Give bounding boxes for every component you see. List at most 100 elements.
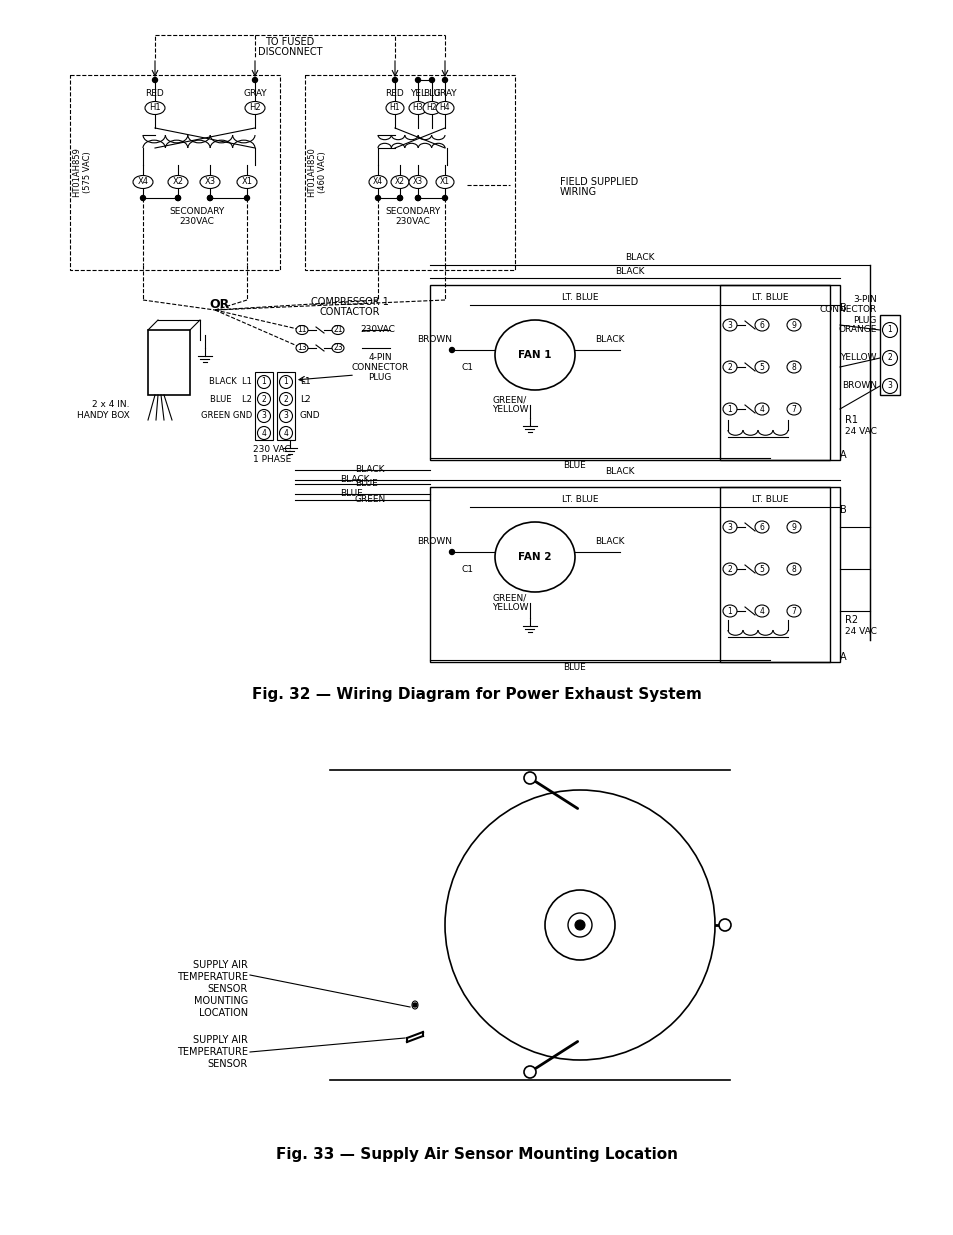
Polygon shape	[460, 930, 546, 966]
Bar	[430, 285, 829, 459]
Text: CONNECTOR: CONNECTOR	[351, 363, 408, 373]
Text: 7: 7	[791, 606, 796, 615]
Text: 11: 11	[297, 326, 307, 335]
Text: A: A	[839, 652, 845, 662]
Text: ORANGE: ORANGE	[838, 326, 876, 335]
Bar	[276, 372, 294, 440]
Text: 4: 4	[261, 429, 266, 437]
Text: 230VAC: 230VAC	[179, 217, 214, 226]
Text: 6: 6	[759, 321, 763, 330]
Text: 3: 3	[261, 411, 266, 420]
Ellipse shape	[754, 319, 768, 331]
Polygon shape	[609, 937, 692, 988]
Text: BLACK: BLACK	[595, 537, 624, 547]
Circle shape	[523, 772, 536, 784]
Bar	[148, 330, 190, 395]
Circle shape	[449, 550, 454, 555]
Ellipse shape	[786, 361, 801, 373]
Ellipse shape	[882, 322, 897, 337]
Ellipse shape	[754, 605, 768, 618]
Polygon shape	[459, 900, 545, 925]
Polygon shape	[601, 947, 671, 1020]
Text: X2: X2	[395, 178, 405, 186]
Circle shape	[416, 78, 420, 83]
Text: GREEN/: GREEN/	[493, 594, 527, 603]
Text: OR: OR	[210, 299, 230, 311]
Text: 3: 3	[727, 522, 732, 531]
Ellipse shape	[754, 521, 768, 534]
Circle shape	[175, 195, 180, 200]
Circle shape	[152, 78, 157, 83]
Text: SECONDARY: SECONDARY	[170, 207, 224, 216]
Ellipse shape	[279, 410, 293, 422]
Ellipse shape	[882, 378, 897, 394]
Bar	[430, 487, 829, 662]
Text: GREEN/: GREEN/	[493, 395, 527, 405]
Text: SECONDARY: SECONDARY	[385, 207, 440, 216]
Text: 1: 1	[727, 606, 732, 615]
Text: BLACK: BLACK	[339, 475, 369, 484]
Circle shape	[429, 78, 434, 83]
Polygon shape	[606, 848, 685, 909]
Text: 5: 5	[759, 363, 763, 372]
Circle shape	[397, 195, 402, 200]
Ellipse shape	[436, 101, 454, 115]
Ellipse shape	[279, 393, 293, 405]
Circle shape	[244, 195, 250, 200]
Text: BLACK: BLACK	[595, 336, 624, 345]
Polygon shape	[614, 925, 700, 950]
FancyArrowPatch shape	[532, 1041, 578, 1071]
Text: BLUE: BLUE	[339, 489, 362, 499]
Ellipse shape	[391, 175, 409, 189]
Text: H4: H4	[439, 104, 450, 112]
Circle shape	[413, 1003, 416, 1007]
Text: 2: 2	[727, 363, 732, 372]
Text: HT01AH859
(575 VAC): HT01AH859 (575 VAC)	[72, 147, 91, 196]
Text: 3-PIN
CONNECTOR
PLUG: 3-PIN CONNECTOR PLUG	[819, 295, 876, 325]
Ellipse shape	[722, 403, 737, 415]
Ellipse shape	[295, 326, 308, 335]
Text: MOUNTING: MOUNTING	[193, 995, 248, 1007]
Text: H3: H3	[413, 104, 423, 112]
Text: B: B	[839, 505, 845, 515]
Ellipse shape	[722, 361, 737, 373]
Polygon shape	[467, 861, 550, 913]
Text: YEL: YEL	[410, 89, 426, 98]
Text: SUPPLY AIR: SUPPLY AIR	[193, 1035, 248, 1045]
Text: X1: X1	[439, 178, 450, 186]
Text: BLU: BLU	[423, 89, 440, 98]
Circle shape	[416, 195, 420, 200]
Ellipse shape	[132, 175, 152, 189]
Ellipse shape	[409, 101, 427, 115]
Circle shape	[442, 195, 447, 200]
Text: GND: GND	[299, 411, 320, 420]
Ellipse shape	[754, 403, 768, 415]
Polygon shape	[519, 811, 569, 894]
Polygon shape	[612, 884, 699, 920]
Text: LT. BLUE: LT. BLUE	[561, 494, 598, 504]
Circle shape	[523, 1066, 536, 1078]
Text: 230VAC: 230VAC	[395, 217, 430, 226]
Text: 2 x 4 IN.
HANDY BOX: 2 x 4 IN. HANDY BOX	[77, 400, 130, 420]
Circle shape	[416, 195, 420, 200]
Polygon shape	[488, 830, 558, 903]
Text: 24 VAC: 24 VAC	[844, 627, 876, 636]
Text: FIELD SUPPLIED: FIELD SUPPLIED	[559, 177, 638, 186]
Text: X1: X1	[241, 178, 253, 186]
Circle shape	[719, 919, 730, 931]
Ellipse shape	[786, 521, 801, 534]
Ellipse shape	[495, 522, 575, 592]
Ellipse shape	[722, 563, 737, 576]
Ellipse shape	[754, 361, 768, 373]
Text: LT. BLUE: LT. BLUE	[751, 494, 787, 504]
Text: BLUE: BLUE	[355, 479, 377, 489]
Text: 230 VAC: 230 VAC	[253, 446, 291, 454]
Circle shape	[442, 78, 447, 83]
Ellipse shape	[332, 326, 344, 335]
Text: BLACK: BLACK	[604, 468, 634, 477]
Text: H1: H1	[149, 104, 161, 112]
Bar	[720, 487, 840, 662]
Bar	[254, 372, 273, 440]
Text: 3: 3	[886, 382, 891, 390]
Ellipse shape	[786, 403, 801, 415]
